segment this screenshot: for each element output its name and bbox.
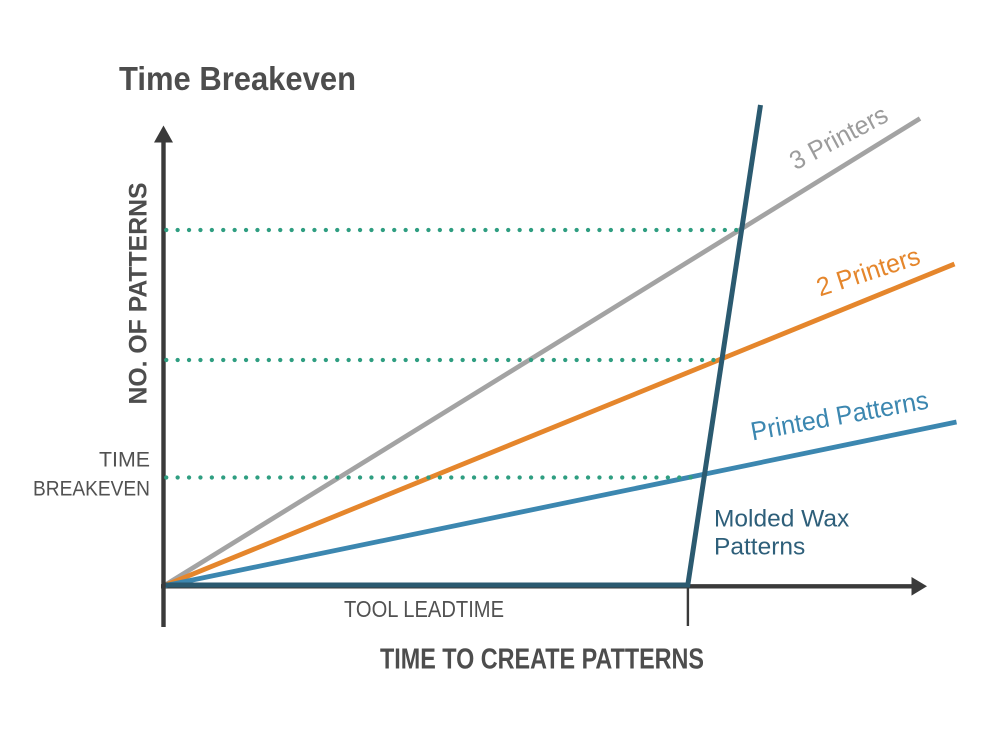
svg-text:Molded Wax: Molded Wax xyxy=(714,506,849,533)
svg-text:Patterns: Patterns xyxy=(714,534,805,561)
svg-text:TOOL LEADTIME: TOOL LEADTIME xyxy=(344,596,504,622)
svg-text:NO. OF PATTERNS: NO. OF PATTERNS xyxy=(124,183,152,405)
svg-text:Time Breakeven: Time Breakeven xyxy=(119,61,356,98)
svg-text:TIME: TIME xyxy=(99,449,150,472)
svg-text:TIME TO CREATE PATTERNS: TIME TO CREATE PATTERNS xyxy=(380,644,704,676)
svg-text:BREAKEVEN: BREAKEVEN xyxy=(33,478,150,501)
